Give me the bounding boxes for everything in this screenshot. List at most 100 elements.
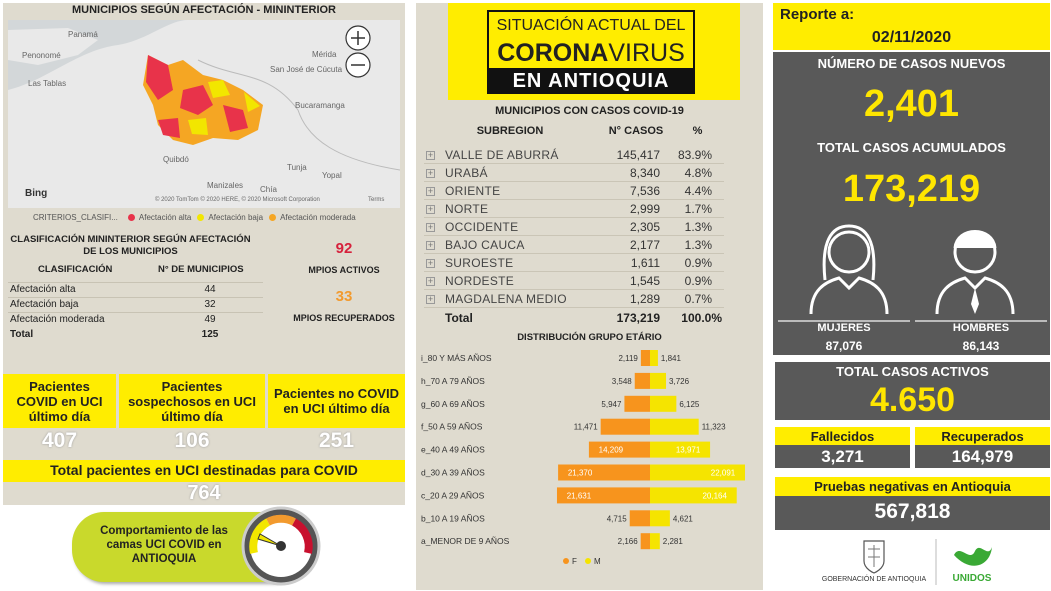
map-title: MUNICIPIOS SEGÚN AFECTACIÓN - MININTERIO… (72, 4, 336, 16)
map-label: San José de Cúcuta (270, 65, 343, 74)
active-cases-label: TOTAL CASOS ACTIVOS (836, 364, 989, 379)
region-low (188, 118, 208, 135)
subregion-percent: 83.9% (677, 148, 712, 162)
subregion-percent: 0.7% (684, 292, 712, 306)
header-virus: VIRUS (608, 39, 685, 67)
report-label: Reporte a: (780, 6, 855, 23)
tests-value: 567,818 (874, 500, 951, 523)
legend-label: M (594, 557, 601, 566)
row-line (424, 253, 724, 254)
recovered-label: MPIOS RECUPERADOS (293, 313, 395, 323)
bar (650, 418, 699, 435)
recovered-value: 33 (335, 288, 353, 305)
bar (624, 395, 650, 412)
row-line (424, 217, 724, 218)
new-cases-value: 2,401 (863, 83, 960, 125)
subregion-name: OCCIDENTE (445, 220, 519, 234)
y-tick-label: e_40 A 49 AÑOS (421, 445, 485, 455)
gauge-needle (257, 533, 282, 547)
subregion-percent: 1.7% (684, 202, 712, 216)
header-corona: CORONA (497, 39, 609, 67)
total-cases-value: 173,219 (842, 168, 981, 210)
stats-bg (773, 52, 1050, 355)
recovered-label: Recuperados (941, 429, 1024, 444)
total-value: 125 (201, 329, 219, 340)
uci-button-label: Comportamiento de las camas UCI COVID en… (100, 525, 228, 565)
data-label: 5,947 (601, 400, 622, 409)
y-tick-label: b_10 A 19 AÑOS (421, 513, 485, 523)
data-label: 22,091 (711, 469, 736, 478)
subregion-cases: 1,289 (629, 292, 660, 306)
total-value: 173,219 (616, 311, 660, 325)
tests-header (775, 477, 1050, 496)
tests-body (775, 496, 1050, 530)
men-value: 86,143 (962, 339, 1000, 353)
header-line3-bg: EN ANTIOQUIA (489, 68, 693, 94)
uci-card-value: 407 (41, 429, 78, 452)
map-legend: CRITERIOS_CLASIFI... Afectación alta Afect… (33, 211, 358, 223)
tie (971, 288, 979, 314)
data-label: 11,471 (574, 423, 598, 432)
expand-button[interactable]: + (426, 186, 435, 196)
uci-card-value: 106 (174, 429, 210, 452)
land (8, 28, 98, 65)
hair (953, 230, 997, 249)
expand-button[interactable]: + (426, 294, 435, 304)
row-line (424, 271, 724, 272)
uci-card-label: Pacientes no COVID en UCI último día (274, 386, 399, 416)
chart-title: DISTRIBUCIÓN GRUPO ETÁRIO (517, 332, 662, 343)
bar (650, 510, 670, 527)
bar (640, 350, 650, 366)
gauge-arc (266, 514, 296, 526)
map-label: Bucaramanga (295, 101, 345, 110)
legend-label: Afectación alta (138, 212, 192, 222)
row-label: Afectación moderada (10, 314, 105, 325)
column-header: N° DE MUNICIPIOS (158, 264, 244, 275)
row-value: 49 (204, 314, 216, 325)
subregion-name: URABÁ (445, 166, 488, 180)
expand-button[interactable]: + (426, 150, 435, 160)
head (827, 230, 871, 274)
data-label: 11,323 (702, 423, 726, 432)
expand-button[interactable]: + (426, 222, 435, 232)
data-label: 2,166 (618, 537, 639, 546)
women-value: 87,076 (825, 339, 863, 353)
subregion-name: NORDESTE (445, 274, 515, 288)
active-bg (775, 362, 1050, 420)
bar (650, 464, 745, 481)
header-line3: EN ANTIOQUIA (512, 70, 670, 92)
row-value: 32 (204, 299, 216, 310)
map-label: Chía (260, 185, 277, 194)
row-label: Afectación baja (10, 299, 79, 310)
data-label: 14,209 (599, 446, 624, 455)
subregion-cases: 145,417 (616, 148, 660, 162)
subregion-percent: 0.9% (684, 274, 712, 288)
tests-label: Pruebas negativas en Antioquia (814, 479, 1011, 494)
row-line (424, 235, 724, 236)
region-low (244, 92, 260, 112)
subregion-cases: 2,999 (629, 202, 660, 216)
map-label: Bing (25, 188, 47, 199)
bar (650, 350, 658, 366)
expand-button[interactable]: + (426, 240, 435, 250)
expand-button[interactable]: + (426, 276, 435, 286)
legend-swatch (127, 213, 135, 221)
bar (650, 533, 660, 550)
bar (600, 418, 650, 435)
expand-button[interactable]: + (426, 204, 435, 214)
row-line (8, 282, 263, 283)
border (197, 59, 400, 171)
row-line (8, 312, 263, 313)
data-label: 3,548 (612, 377, 633, 386)
subregion-cases: 7,536 (629, 184, 660, 198)
bar (650, 372, 667, 389)
y-tick-label: a_MENOR DE 9 AÑOS (421, 536, 510, 546)
map-label: Penonomé (22, 51, 61, 60)
map-label: Manizales (207, 181, 243, 190)
women-box (778, 320, 910, 354)
expand-button[interactable]: + (426, 168, 435, 178)
subregion-percent: 4.8% (684, 166, 712, 180)
men-label: HOMBRES (952, 322, 1010, 334)
expand-button[interactable]: + (426, 258, 435, 268)
column-header: SUBREGION (476, 125, 544, 137)
